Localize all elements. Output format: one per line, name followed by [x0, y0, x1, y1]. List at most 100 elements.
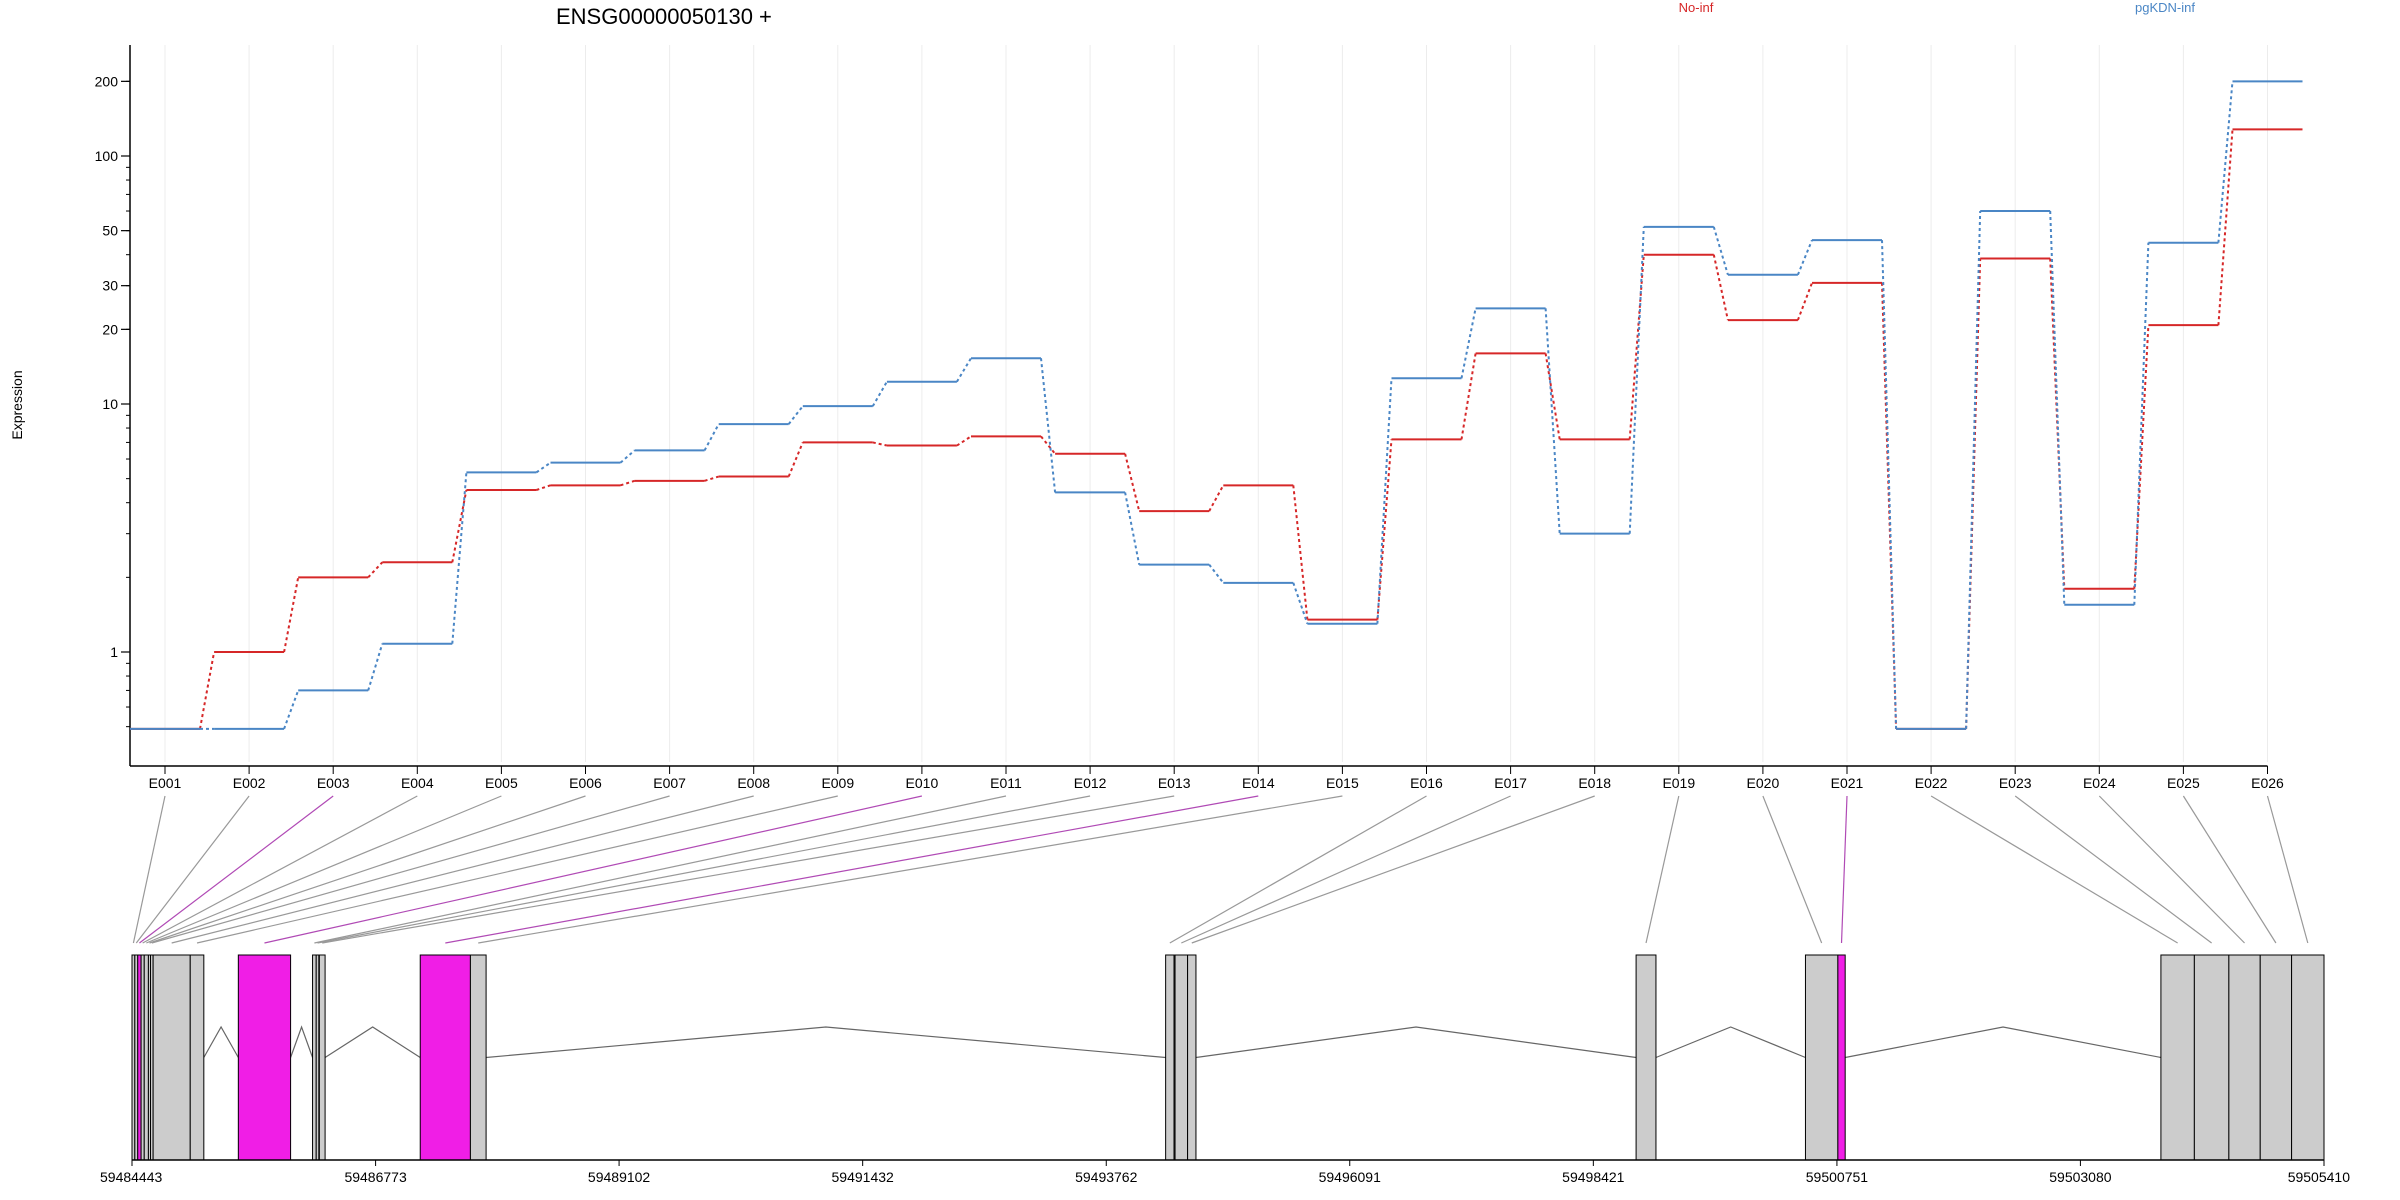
series-connector-pgkdn-inf	[2133, 242, 2150, 605]
y-tick-label-50: 50	[102, 223, 118, 239]
exon-box-e023	[2193, 954, 2230, 1161]
y-axis: 1 10 20 30 50 100 200	[95, 45, 131, 766]
x-tick-label-e007: E007	[653, 775, 686, 791]
series-connector-no-inf	[199, 651, 216, 730]
y-tick-label-1: 1	[110, 644, 118, 660]
series-connector-pgkdn-inf	[1292, 582, 1309, 625]
x-axis: E001 E002 E003 E004 E005 E006 E007 E008 E009 E010…	[130, 765, 2284, 791]
intron-line	[1845, 1026, 2162, 1059]
exon-box-e015	[469, 954, 487, 1161]
exon-connector-e005	[146, 795, 502, 944]
intron-line	[1655, 1026, 1806, 1059]
series-connector-pgkdn-inf	[2217, 81, 2234, 243]
exon-box-e017	[1174, 954, 1189, 1161]
x-tick-label-e017: E017	[1494, 775, 1527, 791]
series-connector-pgkdn-inf	[2049, 210, 2066, 605]
genomic-tick-label-59498421: 59498421	[1562, 1169, 1625, 1185]
series-connector-no-inf	[451, 489, 468, 563]
series-connector-pgkdn-inf	[619, 449, 636, 464]
legend-entry-no-inf: No-inf	[1679, 0, 1714, 15]
chart-title: ENSG00000050130 +	[556, 4, 772, 29]
x-tick-label-e009: E009	[821, 775, 854, 791]
series-connector-no-inf	[2049, 258, 2066, 589]
genomic-coordinate-axis: 59484443 59486773 59489102 59491432 59493762…	[100, 1159, 2351, 1185]
exon-connector-e010	[264, 795, 923, 944]
series-connector-no-inf	[536, 484, 551, 491]
series-connector-no-inf	[1292, 485, 1309, 620]
y-tick-label-200: 200	[95, 73, 119, 89]
intron-line	[203, 1025, 239, 1058]
vertical-gridlines	[164, 45, 2268, 762]
series-connector-no-inf	[1796, 282, 1813, 321]
exon-box-e010	[237, 954, 292, 1161]
y-tick-label-100: 100	[95, 148, 119, 164]
x-tick-label-e025: E025	[2167, 775, 2200, 791]
exon-box-e003	[137, 954, 142, 1161]
x-tick-label-e023: E023	[1999, 775, 2032, 791]
exon-connector-e009	[196, 795, 838, 944]
series-connector-no-inf	[367, 561, 384, 579]
exon-connector-e023	[2014, 795, 2212, 944]
series-no-inf	[130, 128, 2303, 730]
exon-box-e025	[2259, 954, 2293, 1161]
series-connector-no-inf	[787, 442, 804, 477]
exon-connector-e025	[2182, 795, 2277, 944]
series-connector-pgkdn-inf	[535, 461, 552, 474]
genomic-tick-label-59491432: 59491432	[832, 1169, 895, 1185]
exon-box-e019	[1635, 954, 1657, 1161]
exon-connector-e002	[135, 795, 250, 944]
exon-box-e018	[1187, 954, 1197, 1161]
exon-box-e011	[312, 954, 317, 1161]
exon-connector-e019	[1645, 795, 1680, 944]
x-tick-label-e003: E003	[317, 775, 350, 791]
genomic-tick-label-59505410: 59505410	[2288, 1169, 2351, 1185]
y-tick-label-10: 10	[102, 396, 118, 412]
x-tick-label-e014: E014	[1242, 775, 1275, 791]
exon-connector-e018	[1191, 795, 1595, 944]
series-connector-pgkdn-inf	[1376, 378, 1393, 624]
exon-box-e005	[143, 954, 149, 1161]
intron-line	[290, 1025, 314, 1058]
exon-connector-e017	[1181, 795, 1511, 944]
y-axis-label: Expression	[9, 370, 25, 439]
x-tick-label-e016: E016	[1410, 775, 1443, 791]
series-connector-no-inf	[1712, 254, 1729, 321]
x-tick-label-e005: E005	[485, 775, 518, 791]
x-tick-label-e001: E001	[149, 775, 182, 791]
x-tick-label-e002: E002	[233, 775, 266, 791]
series-connector-pgkdn-inf	[956, 357, 972, 383]
exon-connector-e004	[142, 795, 418, 944]
series-connector-pgkdn-inf	[1796, 239, 1813, 276]
genomic-tick-label-59484443: 59484443	[100, 1169, 163, 1185]
exon-box-e021	[1837, 954, 1846, 1161]
exon-connector-e024	[2098, 795, 2245, 944]
series-connector-pgkdn-inf	[1040, 358, 1057, 493]
exon-connector-e022	[1930, 795, 2178, 944]
exon-box-e022	[2160, 954, 2195, 1161]
genomic-tick-label-59486773: 59486773	[344, 1169, 407, 1185]
series-connector-pgkdn-inf	[1124, 492, 1141, 565]
exon-box-e024	[2228, 954, 2261, 1161]
exon-connector-e011	[314, 795, 1007, 944]
exon-connector-e026	[2266, 795, 2309, 944]
x-tick-label-e006: E006	[569, 775, 602, 791]
gene-model-track	[131, 954, 2325, 1161]
exon-connector-e008	[171, 795, 754, 944]
exon-connector-e016	[1169, 795, 1427, 944]
series-connector-pgkdn-inf	[1712, 226, 1729, 276]
series-lines	[130, 80, 2303, 730]
intron-line	[486, 1026, 1166, 1059]
exon-connector-e001	[132, 795, 166, 944]
series-connector-no-inf	[1208, 484, 1225, 512]
x-tick-label-e011: E011	[990, 775, 1022, 791]
x-tick-label-e015: E015	[1326, 775, 1359, 791]
series-connector-no-inf	[1628, 254, 1645, 440]
exon-connector-e013	[322, 795, 1175, 944]
series-connector-no-inf	[1124, 453, 1141, 512]
intron-line	[324, 1026, 421, 1059]
exon-box-e009	[189, 954, 205, 1161]
exon-box-e008	[152, 954, 191, 1161]
y-tick-label-20: 20	[102, 321, 118, 337]
x-tick-label-e021: E021	[1831, 775, 1864, 791]
x-tick-label-e004: E004	[401, 775, 434, 791]
